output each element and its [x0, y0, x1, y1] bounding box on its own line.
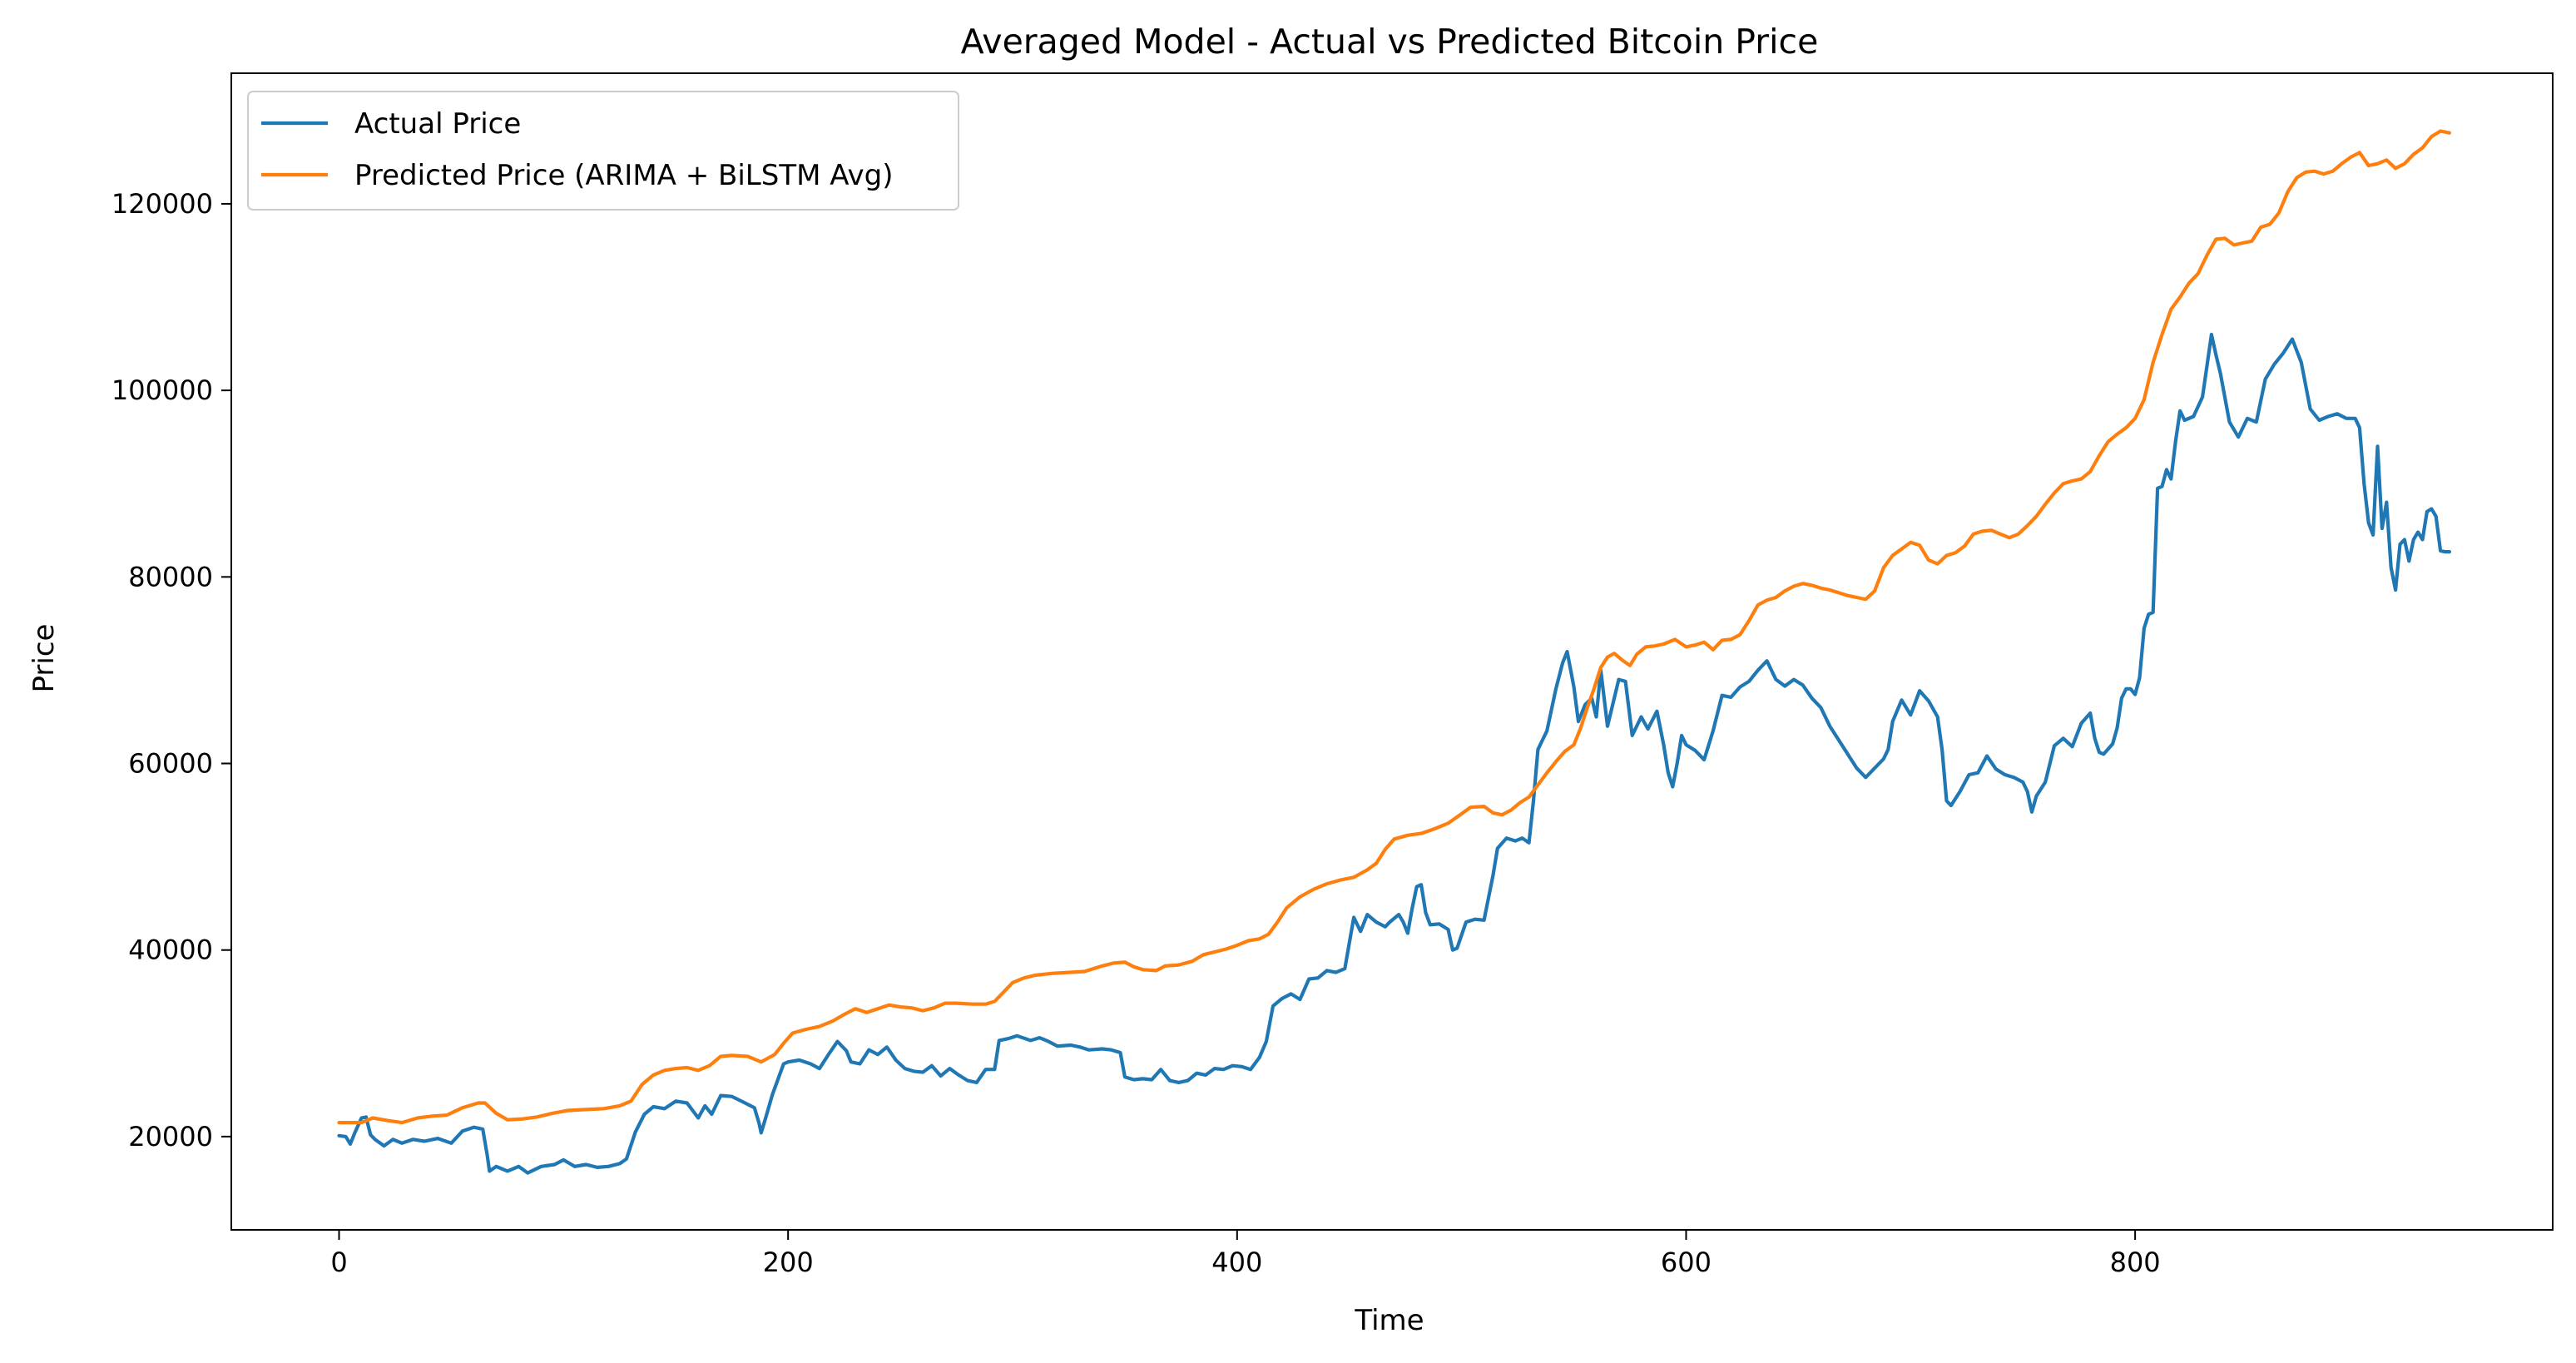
y-tick-label: 40000	[128, 934, 213, 966]
y-tick-label: 100000	[111, 374, 213, 406]
x-axis: 0 200 400 600 800	[330, 1230, 2161, 1278]
y-axis-label: Price	[27, 624, 61, 693]
y-tick-label: 80000	[128, 561, 213, 592]
series-line-2	[337, 129, 2451, 1125]
x-tick-label: 200	[763, 1247, 814, 1278]
y-tick-label: 120000	[111, 188, 213, 220]
legend: Actual Price Predicted Price (ARIMA + BiL…	[247, 91, 959, 211]
x-tick-label: 800	[2110, 1247, 2161, 1278]
y-axis: 20000 40000 60000 80000 100000 120000	[111, 188, 231, 1152]
series-layer	[337, 129, 2451, 1175]
y-tick-label: 60000	[128, 748, 213, 780]
series-line-1	[337, 332, 2451, 1175]
legend-box	[247, 91, 959, 211]
legend-label-1: Actual Price	[354, 107, 521, 141]
y-tick-label: 20000	[128, 1121, 213, 1152]
x-axis-label: Time	[1354, 1304, 1424, 1337]
legend-label-2: Predicted Price (ARIMA + BiLSTM Avg)	[354, 159, 893, 192]
plot-frame	[230, 72, 2554, 1231]
x-tick-label: 0	[330, 1247, 347, 1278]
x-tick-label: 400	[1211, 1247, 1262, 1278]
chart-title: Averaged Model - Actual vs Predicted Bit…	[961, 22, 1819, 62]
x-tick-label: 600	[1661, 1247, 1712, 1278]
